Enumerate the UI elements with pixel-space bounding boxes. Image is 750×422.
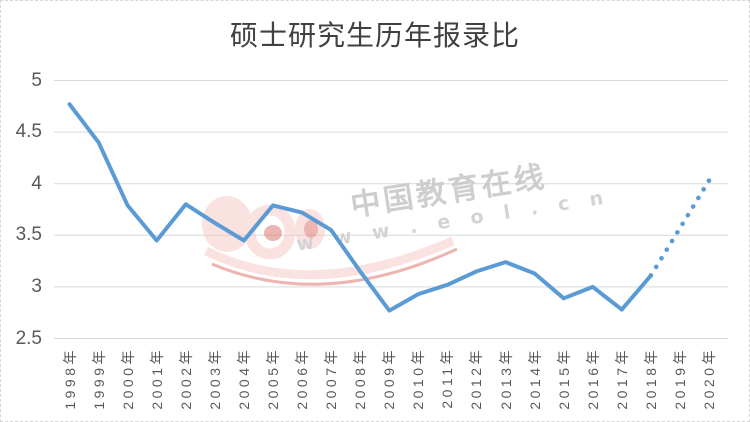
x-tick-label-text: 2007年 bbox=[323, 347, 340, 410]
x-tick-label: 2016年 bbox=[585, 346, 601, 410]
x-tick-label: 2005年 bbox=[265, 346, 281, 410]
y-tick-label: 3 bbox=[31, 275, 42, 297]
logo-swoosh-thick bbox=[204, 236, 455, 280]
x-tick-label: 2000年 bbox=[120, 346, 136, 410]
x-tick-label-text: 2010年 bbox=[410, 347, 427, 410]
x-tick-label-text: 2001年 bbox=[148, 347, 165, 410]
x-tick-label: 2006年 bbox=[294, 346, 310, 410]
x-tick-label: 2011年 bbox=[439, 346, 455, 409]
x-tick-label-text: 2008年 bbox=[352, 347, 369, 410]
x-tick-label: 2020年 bbox=[701, 346, 717, 410]
gridlines bbox=[54, 80, 728, 339]
y-tick-label: 5 bbox=[31, 69, 42, 91]
x-tick-label: 2010年 bbox=[410, 346, 426, 410]
x-tick-label-text: 2011年 bbox=[439, 347, 456, 409]
x-tick-label-text: 2004年 bbox=[235, 347, 252, 410]
x-tick-label: 2003年 bbox=[207, 346, 223, 410]
watermark-eol-logo bbox=[202, 196, 458, 286]
y-tick-label: 4 bbox=[31, 172, 42, 194]
x-tick-label-text: 2020年 bbox=[701, 347, 718, 410]
y-tick-label: 3.5 bbox=[15, 224, 42, 246]
x-tick-label-text: 2017年 bbox=[613, 347, 630, 410]
x-tick-label: 2001年 bbox=[149, 346, 165, 410]
x-tick-label: 2019年 bbox=[672, 346, 688, 410]
x-tick-label: 2015年 bbox=[556, 346, 572, 410]
y-tick-label: 2.5 bbox=[15, 327, 42, 349]
x-tick-label: 2009年 bbox=[381, 346, 397, 410]
data-series bbox=[67, 102, 712, 313]
logo-blob-right bbox=[295, 209, 325, 249]
x-tick-label-text: 1998年 bbox=[61, 347, 78, 410]
logo-blob-right-center bbox=[304, 220, 318, 238]
logo-blob-left bbox=[202, 196, 252, 252]
x-tick-label-text: 2015年 bbox=[555, 347, 572, 410]
x-tick-label: 2004年 bbox=[236, 346, 252, 410]
series-line-forecast-dotted bbox=[648, 178, 712, 278]
x-tick-label: 1998年 bbox=[62, 346, 78, 410]
x-tick-label-text: 2016年 bbox=[584, 347, 601, 410]
x-tick-label: 2014年 bbox=[527, 346, 543, 410]
x-tick-label: 2008年 bbox=[352, 346, 368, 410]
x-tick-label-text: 2005年 bbox=[264, 347, 281, 410]
x-tick-label-text: 2013年 bbox=[497, 347, 514, 410]
x-tick-label-text: 2009年 bbox=[381, 347, 398, 410]
chart-title: 硕士研究生历年报录比 bbox=[229, 19, 520, 52]
x-tick-label: 2013年 bbox=[498, 346, 514, 410]
x-tick-label-text: 2018年 bbox=[642, 347, 659, 410]
x-tick-label-text: 2019年 bbox=[671, 347, 688, 410]
x-tick-label-text: 2012年 bbox=[468, 347, 485, 410]
x-tick-label-text: 2002年 bbox=[177, 347, 194, 410]
y-tick-label: 4.5 bbox=[15, 121, 42, 143]
x-tick-label-text: 1999年 bbox=[90, 347, 107, 410]
logo-ring-center bbox=[264, 225, 282, 241]
x-tick-label-text: 2000年 bbox=[119, 347, 136, 410]
x-tick-label: 2007年 bbox=[323, 346, 339, 410]
logo-swoosh-thin bbox=[211, 247, 458, 286]
series-line-solid bbox=[67, 102, 653, 313]
x-tick-label: 1999年 bbox=[91, 346, 107, 410]
x-tick-label: 2017年 bbox=[614, 346, 630, 410]
x-tick-label: 2018年 bbox=[643, 346, 659, 410]
x-tick-label: 2002年 bbox=[178, 346, 194, 410]
x-tick-label-text: 2006年 bbox=[294, 347, 311, 410]
x-tick-label-text: 2014年 bbox=[526, 347, 543, 410]
x-tick-label-text: 2003年 bbox=[206, 347, 223, 410]
x-tick-label: 2012年 bbox=[468, 346, 484, 410]
